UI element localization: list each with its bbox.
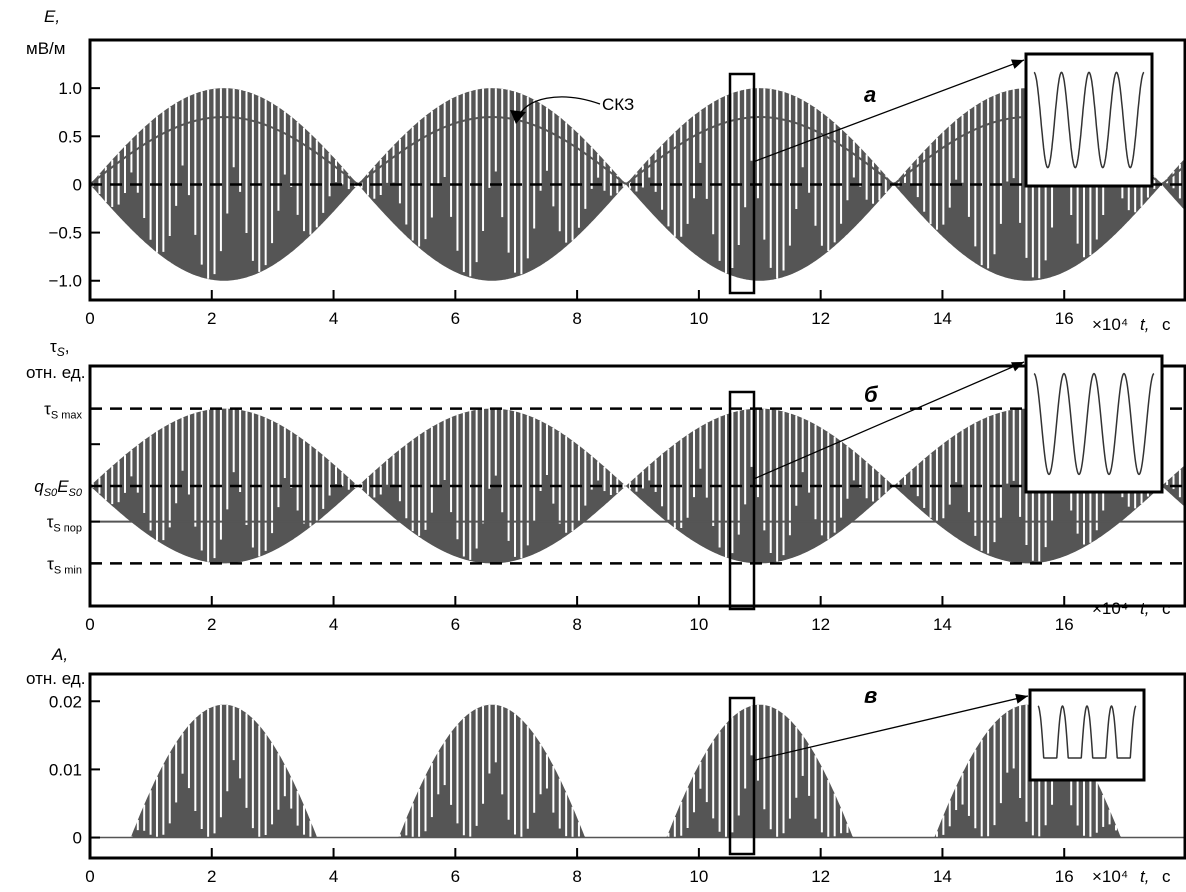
- panel-a-y-tick-label: 0: [73, 175, 82, 194]
- panel-a-ylabel-symbol: E,: [44, 7, 60, 26]
- panel-b-x-tick-label: 14: [933, 615, 952, 634]
- panel-a-ylabel-unit: мВ/м: [26, 39, 65, 58]
- panel-a-highlight-box: [728, 72, 756, 295]
- panel-c-x-tick-label: 4: [329, 867, 338, 886]
- panel-c-x-tick-label: 0: [85, 867, 94, 886]
- panel-b-ylabel-symbol: τS,: [50, 337, 69, 359]
- panel-b-highlight-box: [728, 390, 756, 611]
- panel-c-xlabel-unit: c: [1162, 867, 1171, 886]
- panel-a: 1.0 0.5 0 −0.5 −1.0 0 2 4 6 8 10 12 14 16 E, мВ/м ×1…: [26, 7, 1186, 334]
- panel-c-y-tick-label: 0: [73, 829, 82, 848]
- panel-c-x-tick-label: 8: [572, 867, 581, 886]
- panel-c-ylabel-symbol: A,: [51, 645, 68, 664]
- panel-c-x-tick-label: 16: [1055, 867, 1074, 886]
- panel-a-x-axis: 0 2 4 6 8 10 12 14 16: [85, 290, 1074, 328]
- panel-c-inset-pointer: [753, 695, 1029, 762]
- panel-c-plot-frame: [88, 672, 1186, 860]
- panel-b-xlabel-unit: c: [1162, 599, 1171, 618]
- panel-a-label: а: [864, 82, 876, 107]
- panel-c-x-tick-label: 14: [933, 867, 952, 886]
- panel-c-oscillation: [90, 704, 1186, 839]
- panel-c-x-tick-label: 6: [451, 867, 460, 886]
- panel-a-rms-arrowhead: [510, 110, 526, 124]
- panel-b-inset-wave: [1033, 372, 1155, 476]
- panel-b-x-tick-label: 16: [1055, 615, 1074, 634]
- panel-c-inset-arrowhead: [1015, 693, 1028, 704]
- panel-a-x-tick-label: 4: [329, 309, 338, 328]
- panel-b-level-lines: [90, 407, 1186, 565]
- panel-b-x-tick-label: 0: [85, 615, 94, 634]
- panel-b-ylabel-unit: отн. ед.: [26, 363, 85, 382]
- panel-a-y-tick-label: −0.5: [48, 224, 82, 243]
- panel-b-y-axis: τS max qS0ES0 τS пор τS min: [34, 400, 100, 576]
- panel-a-plot-frame: [88, 38, 1186, 302]
- panel-b-level-label: τS min: [47, 554, 82, 576]
- panel-a-inset-frame: [1024, 52, 1154, 188]
- panel-b-x-tick-label: 2: [207, 615, 216, 634]
- panel-c-xlabel-symbol: t,: [1140, 867, 1149, 886]
- panel-c-inset-wave: [1037, 705, 1137, 759]
- panel-b-level-label: τS пор: [47, 513, 82, 535]
- panel-a-x-tick-label: 0: [85, 309, 94, 328]
- panel-b-level-label: τS max: [44, 400, 82, 422]
- panel-a-y-tick-label: 0.5: [58, 127, 82, 146]
- panel-b: τS max qS0ES0 τS пор τS min 0 2 4 6 8 10 12 14 16 τ…: [26, 337, 1186, 634]
- panel-a-x-tick-label: 14: [933, 309, 952, 328]
- panel-c-y-tick-label: 0.01: [49, 760, 82, 779]
- panel-a-x-multiplier: ×10⁴: [1092, 315, 1128, 334]
- panel-a-x-tick-label: 8: [572, 309, 581, 328]
- panel-c-label: в: [864, 683, 877, 708]
- panel-c-ylabel-unit: отн. ед.: [26, 669, 85, 688]
- panel-a-y-tick-label: 1.0: [58, 79, 82, 98]
- panel-b-x-multiplier: ×10⁴: [1092, 599, 1128, 618]
- panel-c-x-multiplier: ×10⁴: [1092, 867, 1128, 886]
- panel-a-x-tick-label: 10: [689, 309, 708, 328]
- panel-b-x-tick-label: 6: [451, 615, 460, 634]
- panel-c-y-tick-label: 0.02: [49, 692, 82, 711]
- panel-a-inset-wave: [1033, 71, 1145, 169]
- panel-a-rms-curve: [89, 115, 1186, 186]
- panel-c-x-axis: 0 2 4 6 8 10 12 14 16: [85, 848, 1074, 886]
- panel-b-level-label: qS0ES0: [34, 477, 83, 499]
- panel-a-x-tick-label: 6: [451, 309, 460, 328]
- panel-b-x-tick-label: 12: [811, 615, 830, 634]
- panel-a-x-tick-label: 12: [811, 309, 830, 328]
- panel-b-x-tick-label: 8: [572, 615, 581, 634]
- panel-c-x-tick-label: 12: [811, 867, 830, 886]
- panel-a-rms-label: СКЗ: [602, 95, 634, 114]
- panel-b-label: б: [864, 382, 879, 407]
- panel-c: 0.02 0.01 0 0 2 4 6 8 10 12 14 16 A, отн. ед. ×10⁴…: [26, 645, 1186, 886]
- panel-b-xlabel-symbol: t,: [1140, 599, 1149, 618]
- panel-b-inset-frame: [1024, 354, 1164, 494]
- panel-c-x-tick-label: 10: [689, 867, 708, 886]
- panel-a-xlabel-unit: c: [1162, 315, 1171, 334]
- panel-a-x-tick-label: 16: [1055, 309, 1074, 328]
- panel-a-xlabel-symbol: t,: [1140, 315, 1149, 334]
- panel-a-y-tick-label: −1.0: [48, 272, 82, 291]
- panel-c-envelope-band: [90, 704, 1186, 838]
- panel-c-x-tick-label: 2: [207, 867, 216, 886]
- panel-b-inset-arrowhead: [1011, 362, 1024, 372]
- panel-a-x-tick-label: 2: [207, 309, 216, 328]
- panel-a-inset-arrowhead: [1011, 59, 1024, 69]
- panel-c-highlight-box: [728, 696, 756, 856]
- panel-c-y-axis: 0.02 0.01 0: [49, 692, 100, 848]
- panel-b-inset-pointer: [753, 361, 1025, 480]
- panel-b-x-tick-label: 10: [689, 615, 708, 634]
- panel-b-x-tick-label: 4: [329, 615, 338, 634]
- panel-a-y-axis: 1.0 0.5 0 −0.5 −1.0: [48, 79, 100, 291]
- panel-a-inset-pointer: [753, 59, 1025, 163]
- panel-b-x-axis: 0 2 4 6 8 10 12 14 16: [85, 596, 1074, 634]
- panel-c-inset-frame: [1028, 688, 1146, 782]
